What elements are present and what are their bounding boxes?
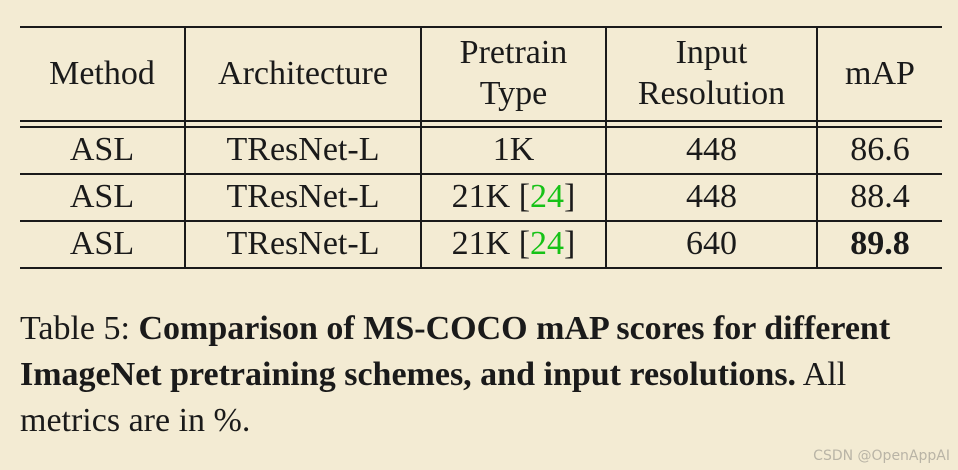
cell-map: 86.6 <box>816 127 942 175</box>
header-input-line2: Resolution <box>637 75 786 112</box>
cell-architecture: TResNet-L <box>184 127 421 175</box>
table-row: ASL TResNet-L 21K [24] 448 88.4 <box>20 174 942 222</box>
cell-method: ASL <box>20 174 185 222</box>
cell-resolution: 448 <box>605 174 817 222</box>
cell-method: ASL <box>20 127 185 175</box>
cell-map-best: 89.8 <box>816 221 942 269</box>
header-pretrain-line2: Type <box>479 75 548 112</box>
citation-link[interactable]: 24 <box>530 178 565 216</box>
results-table-container: Method Architecture Pretrain Type Input Re… <box>20 26 942 269</box>
pretrain-value: 21K <box>451 225 511 263</box>
cell-pretrain: 21K [24] <box>420 174 606 222</box>
citation-close-bracket: ] <box>564 225 576 263</box>
cell-architecture: TResNet-L <box>184 221 421 269</box>
table-caption: Table 5: Comparison of MS-COCO mAP score… <box>20 306 925 444</box>
pretrain-value: 21K <box>451 178 511 216</box>
citation-link[interactable]: 24 <box>530 225 565 263</box>
cell-pretrain: 21K [24] <box>420 221 606 269</box>
citation-close-bracket: ] <box>564 178 576 216</box>
pretrain-value: 1K <box>492 131 535 169</box>
header-map-label: mAP <box>845 54 915 92</box>
cell-architecture: TResNet-L <box>184 174 421 222</box>
header-pretrain-type: Pretrain Type <box>420 26 606 122</box>
caption-normal-text: All metrics are in %. <box>20 356 847 439</box>
cell-method: ASL <box>20 221 185 269</box>
header-double-rule <box>20 121 942 128</box>
header-architecture: Architecture <box>184 26 421 122</box>
watermark: CSDN @OpenAppAI <box>813 448 950 464</box>
header-pretrain-line1: Pretrain <box>459 34 568 72</box>
results-table: Method Architecture Pretrain Type Input Re… <box>20 26 942 269</box>
caption-bold-text: Comparison of MS-COCO mAP scores for dif… <box>20 310 891 393</box>
table-header-row: Method Architecture Pretrain Type Input Re… <box>20 26 942 122</box>
citation-open-bracket: [ <box>510 225 531 263</box>
table-row: ASL TResNet-L 1K 448 86.6 <box>20 127 942 175</box>
cell-resolution: 448 <box>605 127 817 175</box>
header-map: mAP <box>816 26 942 122</box>
citation-open-bracket: [ <box>510 178 531 216</box>
table-row: ASL TResNet-L 21K [24] 640 89.8 <box>20 221 942 269</box>
cell-map: 88.4 <box>816 174 942 222</box>
header-input-resolution: Input Resolution <box>605 26 817 122</box>
header-method-label: Method <box>49 54 155 92</box>
header-input-line1: Input <box>675 34 748 72</box>
header-architecture-label: Architecture <box>218 54 388 92</box>
caption-label: Table 5: <box>20 310 130 347</box>
cell-pretrain: 1K <box>420 127 606 175</box>
cell-resolution: 640 <box>605 221 817 269</box>
header-method: Method <box>20 26 185 122</box>
